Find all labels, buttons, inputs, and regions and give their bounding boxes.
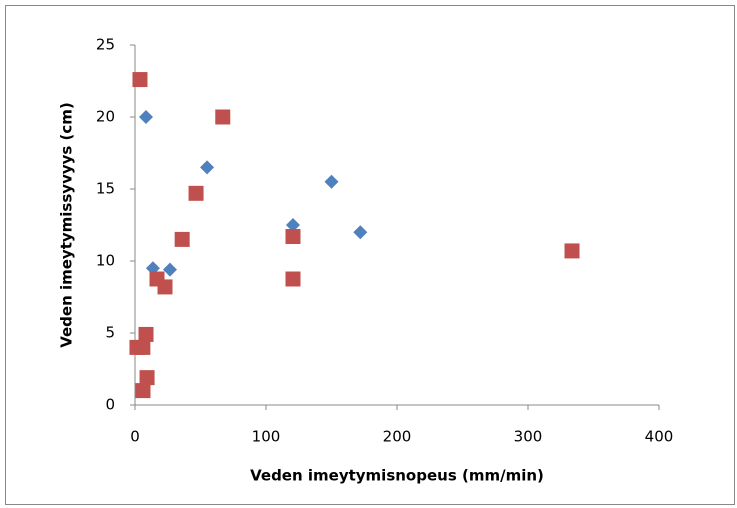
point [138,326,154,342]
point [135,339,151,355]
point [132,72,148,88]
y-tick-label: 15 [96,180,115,198]
x-tick-label: 400 [645,428,674,446]
point [285,229,301,245]
point [285,218,300,232]
point [324,174,339,189]
point [215,109,231,125]
x-tick-label: 100 [252,428,281,446]
point [162,262,177,277]
point [139,370,155,386]
point [188,185,204,201]
y-tick-label: 0 [105,396,115,414]
point [135,383,151,399]
y-tick-label: 25 [96,36,115,54]
y-tick-label: 20 [96,108,115,126]
x-tick-label: 0 [130,428,140,446]
point [200,160,215,175]
chart-border [5,5,735,505]
point [285,271,301,287]
x-tick-label: 300 [514,428,543,446]
x-axis-title: Veden imeytymisnopeus (mm/min) [250,467,544,485]
y-tick-label: 10 [96,252,115,270]
point [564,243,580,259]
point [174,231,190,247]
y-tick-label: 5 [105,324,115,342]
point [157,279,173,295]
point [353,225,368,240]
y-axis-title: Veden imeytymissyvyys (cm) [58,102,76,348]
x-tick-label: 200 [383,428,412,446]
point [139,110,154,124]
